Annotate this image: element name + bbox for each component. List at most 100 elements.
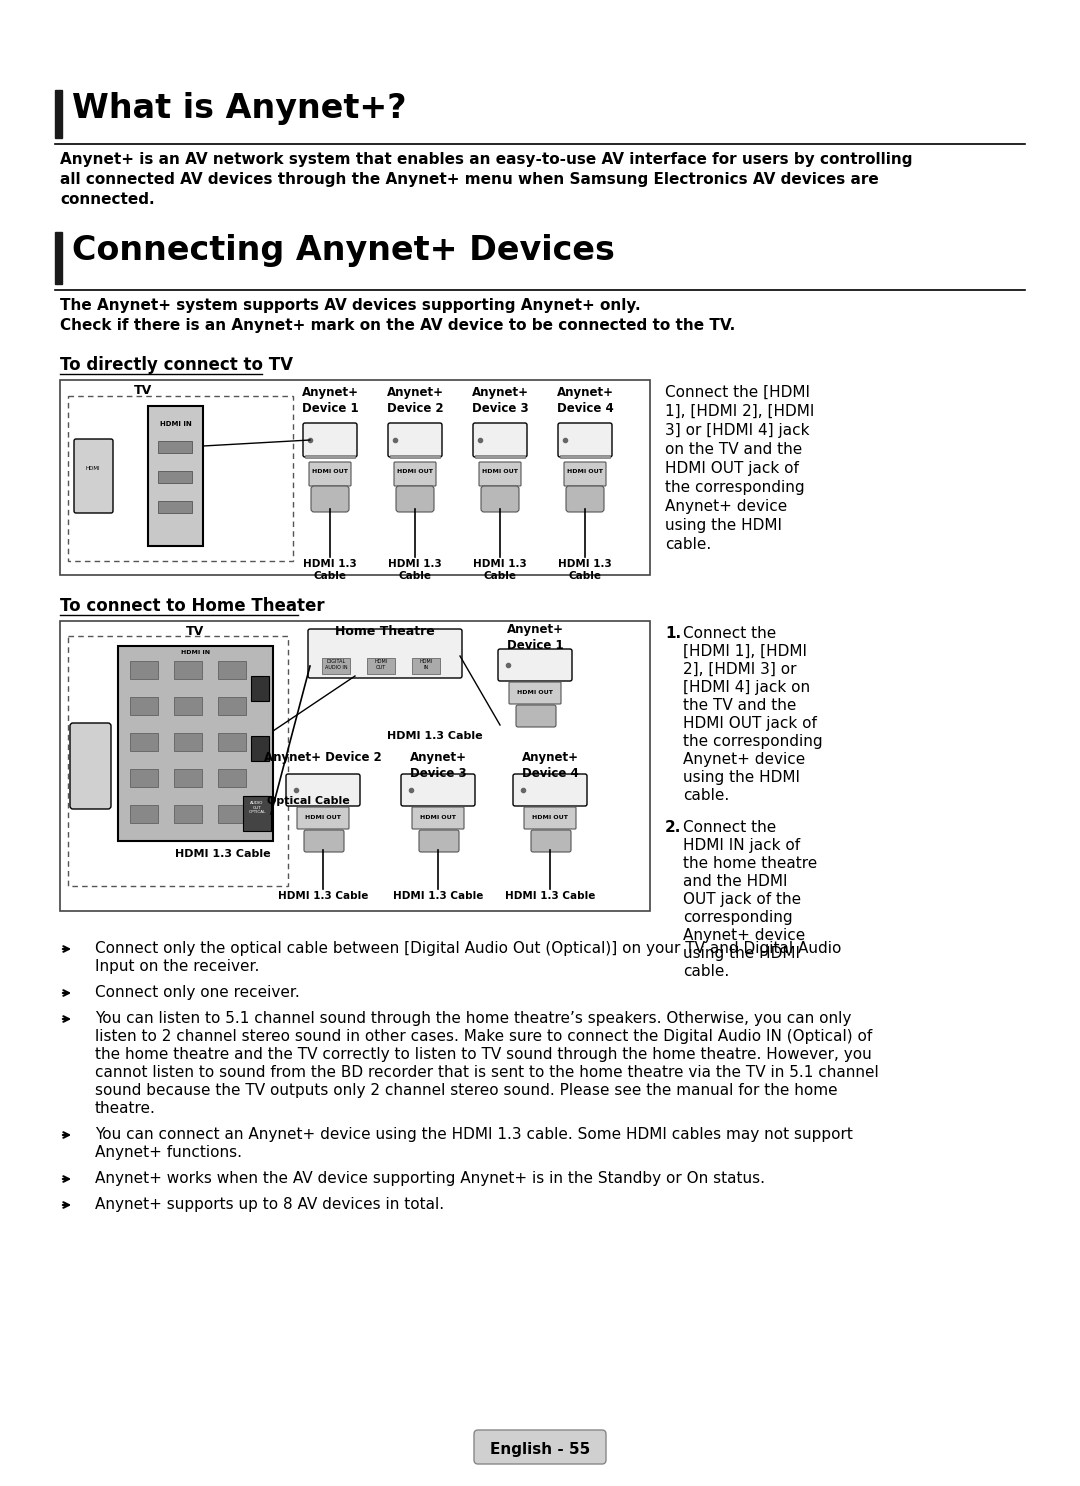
FancyBboxPatch shape (564, 462, 606, 486)
Text: You can connect an Anynet+ device using the HDMI 1.3 cable. Some HDMI cables may: You can connect an Anynet+ device using … (95, 1126, 853, 1143)
Bar (60, 621, 650, 911)
Text: cannot listen to sound from the BD recorder that is sent to the home theatre via: cannot listen to sound from the BD recor… (95, 1065, 879, 1080)
Text: Anynet+ device: Anynet+ device (683, 927, 806, 944)
Text: What is Anynet+?: What is Anynet+? (72, 92, 406, 125)
Bar (130, 661, 158, 679)
Bar (411, 658, 440, 675)
FancyBboxPatch shape (75, 438, 113, 513)
Text: Anynet+ is an AV network system that enables an easy-to-use AV interface for use: Anynet+ is an AV network system that ena… (60, 152, 913, 166)
FancyBboxPatch shape (411, 807, 464, 829)
Text: Anynet+
Device 4: Anynet+ Device 4 (556, 386, 613, 415)
FancyBboxPatch shape (388, 424, 442, 458)
Text: Connect only the optical cable between [Digital Audio Out (Optical)] on your TV : Connect only the optical cable between [… (95, 941, 841, 955)
Text: Connecting Anynet+ Devices: Connecting Anynet+ Devices (72, 233, 615, 267)
Text: HDMI OUT: HDMI OUT (532, 814, 568, 820)
Bar (174, 768, 202, 788)
Text: Connect the: Connect the (683, 626, 777, 640)
Text: HDMI: HDMI (85, 467, 100, 471)
Text: HDMI OUT jack of: HDMI OUT jack of (665, 461, 799, 476)
Text: the corresponding: the corresponding (683, 734, 823, 749)
Text: HDMI 1.3
Cable: HDMI 1.3 Cable (388, 559, 442, 581)
Text: Anynet+
Device 4: Anynet+ Device 4 (522, 750, 579, 780)
Bar (218, 697, 246, 715)
Text: Check if there is an Anynet+ mark on the AV device to be connected to the TV.: Check if there is an Anynet+ mark on the… (60, 318, 735, 333)
Text: Anynet+
Device 3: Anynet+ Device 3 (409, 750, 467, 780)
Text: HDMI OUT: HDMI OUT (517, 690, 553, 695)
Bar (174, 661, 202, 679)
Text: using the HDMI: using the HDMI (665, 519, 782, 533)
FancyBboxPatch shape (531, 831, 571, 851)
Bar (251, 736, 269, 761)
FancyBboxPatch shape (509, 682, 561, 704)
FancyBboxPatch shape (394, 462, 436, 486)
Bar (561, 455, 610, 458)
FancyBboxPatch shape (524, 807, 576, 829)
Text: Anynet+ device: Anynet+ device (665, 499, 787, 514)
Text: Home Theatre: Home Theatre (335, 626, 435, 637)
Text: using the HDMI: using the HDMI (683, 947, 800, 961)
Bar (475, 455, 525, 458)
Bar (68, 636, 288, 886)
Text: Input on the receiver.: Input on the receiver. (95, 958, 259, 973)
Text: HDMI IN: HDMI IN (160, 421, 191, 426)
Text: using the HDMI: using the HDMI (683, 770, 800, 785)
Text: Connect only one receiver.: Connect only one receiver. (95, 985, 300, 1000)
Text: HDMI OUT: HDMI OUT (420, 814, 456, 820)
FancyBboxPatch shape (480, 462, 521, 486)
Text: Connect the: Connect the (683, 820, 777, 835)
Bar (158, 501, 192, 513)
Text: and the HDMI: and the HDMI (683, 874, 787, 889)
Text: on the TV and the: on the TV and the (665, 441, 802, 458)
Bar (55, 91, 62, 138)
Text: cable.: cable. (683, 788, 729, 802)
Text: HDMI IN: HDMI IN (181, 649, 211, 655)
FancyBboxPatch shape (309, 462, 351, 486)
Text: To directly connect to TV: To directly connect to TV (60, 357, 293, 374)
Bar (390, 455, 440, 458)
Text: Anynet+ works when the AV device supporting Anynet+ is in the Standby or On stat: Anynet+ works when the AV device support… (95, 1171, 765, 1186)
Text: Anynet+
Device 1: Anynet+ Device 1 (507, 623, 564, 652)
Text: Anynet+
Device 2: Anynet+ Device 2 (387, 386, 444, 415)
Text: the corresponding: the corresponding (665, 480, 805, 495)
Text: TV: TV (186, 626, 204, 637)
Text: HDMI 1.3 Cable: HDMI 1.3 Cable (278, 892, 368, 901)
Bar (174, 733, 202, 750)
Bar (148, 406, 203, 545)
Text: [HDMI 1], [HDMI: [HDMI 1], [HDMI (683, 643, 807, 658)
Bar (55, 232, 62, 284)
Text: the home theatre and the TV correctly to listen to TV sound through the home the: the home theatre and the TV correctly to… (95, 1048, 872, 1062)
Text: Anynet+
Device 1: Anynet+ Device 1 (301, 386, 359, 415)
Text: HDMI OUT: HDMI OUT (305, 814, 341, 820)
Bar (68, 395, 293, 562)
FancyBboxPatch shape (396, 486, 434, 513)
Bar (158, 441, 192, 453)
Text: HDMI
IN: HDMI IN (419, 658, 433, 670)
Text: theatre.: theatre. (95, 1101, 156, 1116)
Text: cable.: cable. (665, 536, 712, 551)
Bar (174, 805, 202, 823)
Text: sound because the TV outputs only 2 channel stereo sound. Please see the manual : sound because the TV outputs only 2 chan… (95, 1083, 838, 1098)
FancyBboxPatch shape (419, 831, 459, 851)
Text: HDMI OUT: HDMI OUT (567, 470, 603, 474)
Bar (218, 733, 246, 750)
Bar (60, 380, 650, 575)
FancyBboxPatch shape (473, 424, 527, 458)
Text: 2.: 2. (665, 820, 681, 835)
Bar (130, 805, 158, 823)
Text: Optical Cable: Optical Cable (267, 796, 349, 805)
Text: the home theatre: the home theatre (683, 856, 818, 871)
FancyBboxPatch shape (286, 774, 360, 805)
Bar (158, 471, 192, 483)
Text: Anynet+ device: Anynet+ device (683, 752, 806, 767)
FancyBboxPatch shape (498, 649, 572, 681)
Text: HDMI 1.3
Cable: HDMI 1.3 Cable (473, 559, 527, 581)
FancyBboxPatch shape (70, 724, 111, 808)
Text: HDMI 1.3 Cable: HDMI 1.3 Cable (175, 849, 271, 859)
Text: listen to 2 channel stereo sound in other cases. Make sure to connect the Digita: listen to 2 channel stereo sound in othe… (95, 1028, 873, 1045)
Text: connected.: connected. (60, 192, 154, 207)
Text: To connect to Home Theater: To connect to Home Theater (60, 597, 325, 615)
Bar (218, 768, 246, 788)
Text: corresponding: corresponding (683, 909, 793, 924)
Text: HDMI IN jack of: HDMI IN jack of (683, 838, 800, 853)
FancyBboxPatch shape (558, 424, 612, 458)
